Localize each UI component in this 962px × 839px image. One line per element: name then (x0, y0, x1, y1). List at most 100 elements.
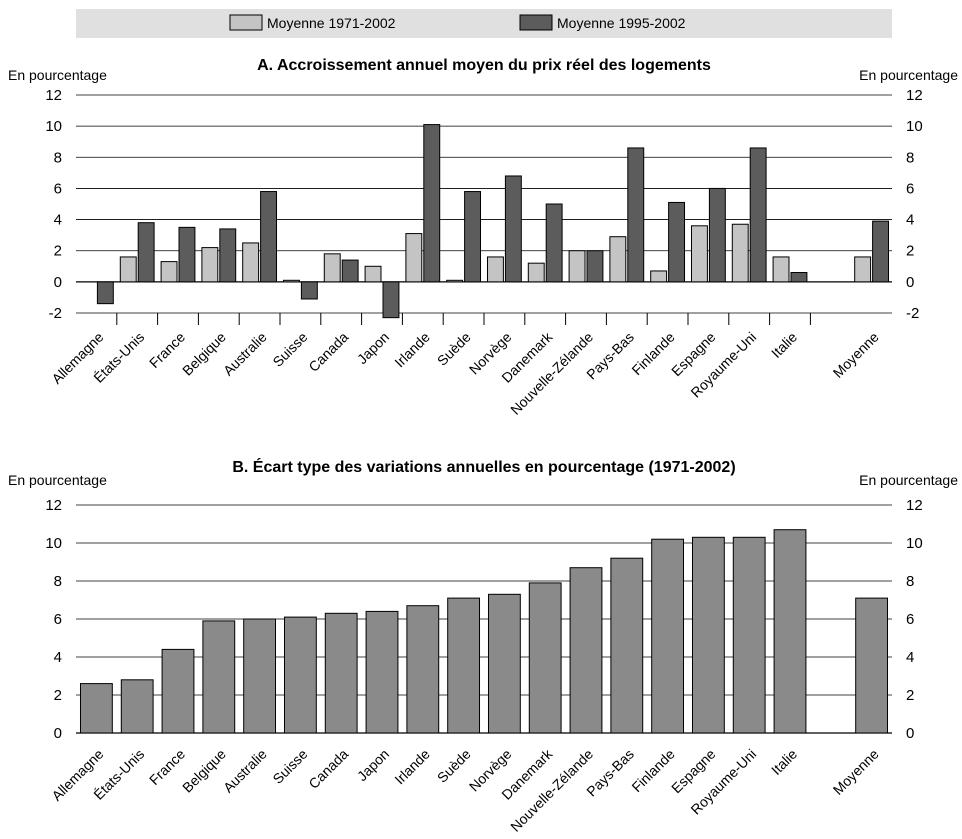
right-tick-label: 0 (906, 725, 914, 742)
category-label-belgique: Belgique (179, 329, 229, 379)
bar-norvege (487, 593, 521, 734)
panel-a-chart: A. Accroissement annuel moyen du prix ré… (8, 57, 958, 418)
bar-espagne-series-1 (690, 225, 708, 283)
category-label-canada: Canada (305, 746, 351, 792)
bar-pays-bas-series-2 (627, 147, 645, 283)
bar-italie (773, 529, 807, 734)
bar-etats-unis-series-1 (119, 256, 137, 283)
right-tick-label: 6 (906, 611, 914, 628)
right-tick-label: 8 (906, 573, 914, 590)
bar-suede-series-2 (464, 191, 482, 283)
category-label-moyenne: Moyenne (830, 746, 882, 798)
bar-norvege-series-2 (504, 175, 522, 283)
bar-etats-unis (120, 679, 154, 734)
bar-italie-series-2 (790, 272, 808, 283)
panel-b-chart: B. Écart type des variations annuelles e… (8, 457, 958, 835)
bar-pays-bas (610, 557, 644, 734)
left-axis-label: En pourcentage (8, 67, 107, 83)
category-label-irlande: Irlande (391, 329, 433, 371)
right-tick-label: -2 (906, 305, 919, 322)
bar-moyenne (855, 597, 889, 734)
bar-canada-series-2 (341, 259, 359, 283)
left-tick-label: 4 (54, 212, 62, 229)
panel-title: B. Écart type des variations annuelles e… (232, 457, 735, 476)
right-tick-label: 6 (906, 180, 914, 197)
right-axis-label: En pourcentage (859, 472, 958, 488)
bar-france-series-1 (160, 261, 178, 283)
panel-title: A. Accroissement annuel moyen du prix ré… (257, 57, 711, 74)
bar-belgique-series-2 (219, 228, 237, 283)
left-tick-label: 6 (54, 180, 62, 197)
bar-allemagne-series-2 (96, 281, 114, 305)
left-tick-label: 8 (54, 573, 62, 590)
bar-moyenne-series-2 (872, 220, 890, 283)
category-label-moyenne: Moyenne (830, 329, 882, 381)
bar-finlande-series-2 (668, 201, 686, 283)
right-tick-label: 12 (906, 87, 923, 104)
bar-nouvelle-zelande-series-1 (568, 250, 586, 283)
bar-suede (447, 597, 481, 734)
right-tick-label: 2 (906, 243, 914, 260)
right-axis-label: En pourcentage (859, 67, 958, 83)
left-tick-label: 0 (54, 725, 62, 742)
legend-label-1: Moyenne 1971-2002 (267, 15, 396, 31)
bar-australie-series-2 (260, 191, 278, 283)
bar-belgique (202, 620, 236, 734)
category-label-suede: Suède (434, 746, 474, 786)
bar-royaume-uni-series-1 (731, 223, 749, 283)
bar-canada-series-1 (323, 253, 341, 283)
right-tick-label: 4 (906, 649, 914, 666)
left-tick-label: 12 (45, 497, 62, 514)
legend-background (76, 9, 892, 38)
bar-japon-series-2 (382, 281, 400, 319)
bar-etats-unis-series-2 (137, 222, 155, 283)
bar-finlande-series-1 (650, 270, 668, 283)
category-label-canada: Canada (305, 329, 351, 375)
category-label-australie: Australie (220, 329, 270, 379)
bar-japon (365, 610, 399, 734)
right-tick-label: 0 (906, 274, 914, 291)
category-label-japon: Japon (354, 746, 392, 784)
left-tick-label: 10 (45, 118, 62, 135)
category-label-belgique: Belgique (179, 746, 229, 796)
bar-france (161, 648, 195, 734)
left-tick-label: 10 (45, 535, 62, 552)
legend-label-2: Moyenne 1995-2002 (557, 15, 686, 31)
right-tick-label: 2 (906, 687, 914, 704)
left-tick-label: 6 (54, 611, 62, 628)
bar-espagne-series-2 (708, 187, 726, 283)
bar-france-series-2 (178, 226, 196, 283)
bar-espagne (691, 536, 725, 734)
category-label-suede: Suède (434, 329, 474, 369)
left-tick-label: -2 (49, 305, 62, 322)
bar-nouvelle-zelande-series-2 (586, 250, 604, 283)
right-tick-label: 12 (906, 497, 923, 514)
bar-australie-series-1 (242, 242, 260, 283)
bar-italie-series-1 (772, 256, 790, 283)
left-tick-label: 2 (54, 687, 62, 704)
left-tick-label: 8 (54, 149, 62, 166)
legend-swatch-1 (229, 14, 263, 31)
bar-pays-bas-series-1 (609, 236, 627, 283)
bar-irlande-series-1 (405, 233, 423, 283)
bar-belgique-series-1 (201, 247, 219, 283)
left-tick-label: 4 (54, 649, 62, 666)
right-tick-label: 4 (906, 212, 914, 229)
legend: Moyenne 1971-2002 Moyenne 1995-2002 (76, 9, 892, 38)
category-label-irlande: Irlande (391, 746, 433, 788)
bar-moyenne-series-1 (854, 256, 872, 283)
category-label-japon: Japon (354, 329, 392, 367)
bar-nouvelle-zelande (569, 567, 603, 734)
legend-swatch-2 (519, 14, 553, 31)
right-tick-label: 10 (906, 535, 923, 552)
bar-irlande (406, 605, 440, 734)
right-tick-label: 8 (906, 149, 914, 166)
right-tick-label: 10 (906, 118, 923, 135)
bar-finlande (651, 538, 685, 734)
bar-norvege-series-1 (486, 256, 504, 283)
left-axis-label: En pourcentage (8, 472, 107, 488)
bar-royaume-uni-series-2 (749, 147, 767, 283)
bar-royaume-uni (732, 536, 766, 734)
left-tick-label: 2 (54, 243, 62, 260)
